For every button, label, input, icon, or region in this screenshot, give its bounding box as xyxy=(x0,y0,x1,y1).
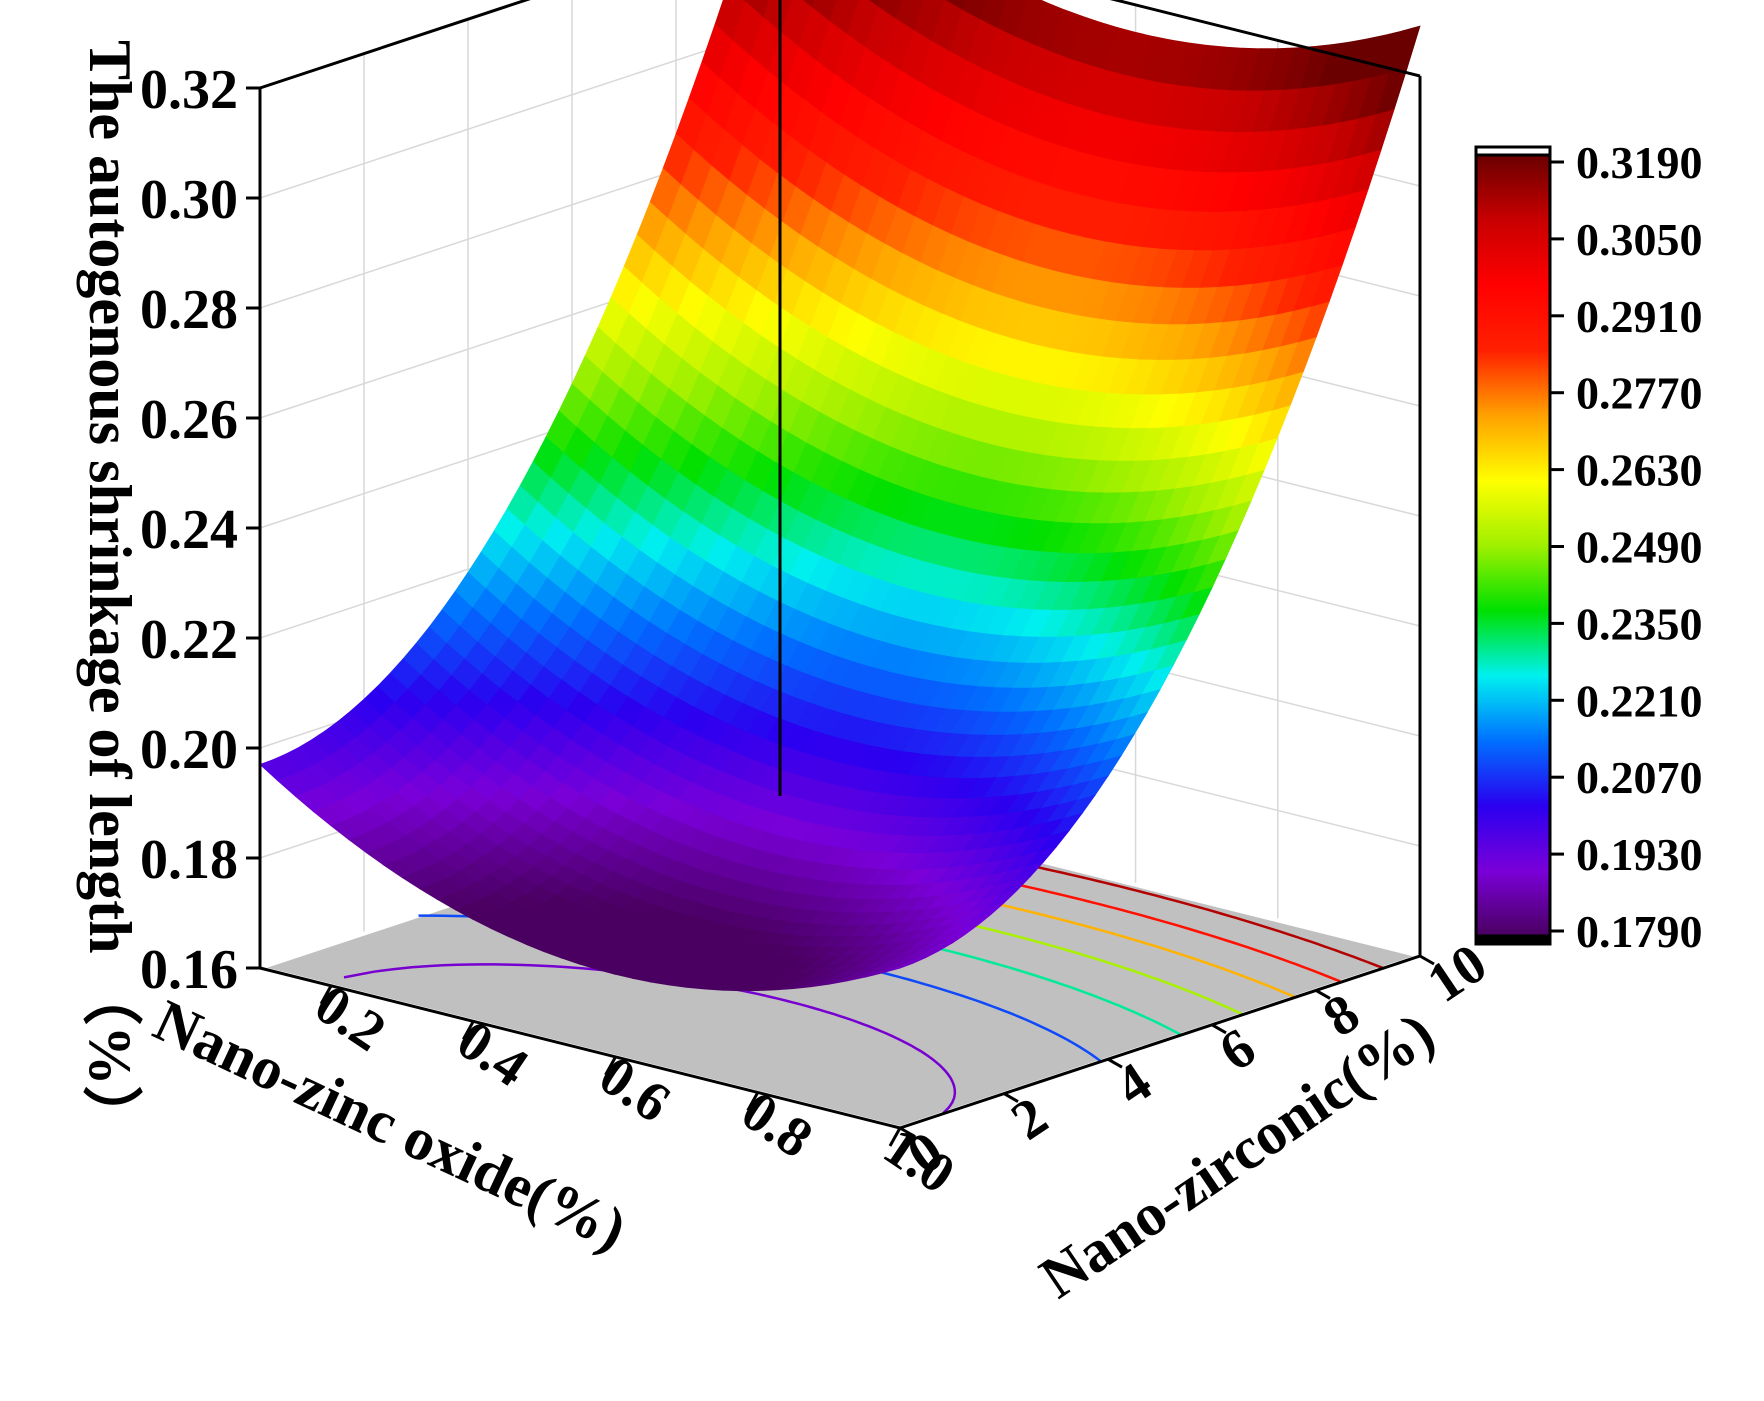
colorbar-tick-label: 0.2210 xyxy=(1576,675,1703,726)
x-tick xyxy=(746,1091,760,1112)
colorbar-tick-label: 0.3190 xyxy=(1576,137,1703,188)
colorbar-tick-label: 0.2770 xyxy=(1576,368,1703,419)
colorbar-tick-label: 0.2630 xyxy=(1576,445,1703,496)
z-tick-label: 0.32 xyxy=(140,59,238,121)
z-tick-label: 0.20 xyxy=(140,719,238,781)
y-tick-label: 4 xyxy=(1105,1051,1163,1118)
z-axis-title-unit: （%） xyxy=(77,965,144,1145)
y-tick xyxy=(1211,1023,1227,1035)
y-tick-label: 2 xyxy=(1001,1085,1059,1152)
z-tick-label: 0.30 xyxy=(140,169,238,231)
z-axis-title-main: The autogenous shrinkage of length xyxy=(77,40,143,953)
top-edge-right xyxy=(1109,0,1421,78)
response-surface xyxy=(259,0,1421,992)
y-tick xyxy=(1107,1057,1123,1069)
y-tick xyxy=(1003,1092,1019,1103)
z-tick-label: 0.18 xyxy=(140,829,238,891)
z-tick-label: 0.26 xyxy=(140,389,238,451)
z-tick-label: 0.22 xyxy=(140,609,238,671)
y-tick xyxy=(1315,989,1331,1000)
colorbar-cap-bottom xyxy=(1474,934,1552,946)
x-tick xyxy=(319,985,333,1005)
colorbar-cap-top xyxy=(1474,145,1552,157)
colorbar-tick-label: 0.2070 xyxy=(1576,752,1703,803)
x-tick xyxy=(888,1127,902,1147)
colorbar-tick-label: 0.2490 xyxy=(1576,522,1703,573)
colorbar-tick-label: 0.2350 xyxy=(1576,598,1703,649)
y-tick-label: 6 xyxy=(1209,1017,1267,1084)
z-tick-label: 0.24 xyxy=(140,499,238,561)
y-tick xyxy=(899,1126,915,1138)
colorbar-tick-label: 0.1930 xyxy=(1576,829,1703,880)
contour-line xyxy=(343,963,957,1115)
x-axis-line xyxy=(259,966,901,1130)
axes-frame xyxy=(258,0,1422,1130)
colorbar: 0.3190 0.3050 0.2910 0.2770 0.2630 0.2490 0.23… xyxy=(1474,137,1703,957)
colorbar-gradient xyxy=(1474,153,1552,938)
colorbar-tick-label: 0.2910 xyxy=(1576,291,1703,342)
top-edge-left xyxy=(259,0,531,90)
y-tick xyxy=(1419,954,1435,966)
x-tick xyxy=(462,1020,475,1041)
z-tick-label: 0.28 xyxy=(140,279,238,341)
z-axis-title: The autogenous shrinkage of length （%） xyxy=(77,40,144,1145)
z-tick-label: 0.16 xyxy=(140,939,238,1001)
colorbar-tick-label: 0.1790 xyxy=(1576,906,1703,957)
x-tick xyxy=(604,1056,617,1076)
y-axis-line xyxy=(899,954,1421,1130)
colorbar-tick-label: 0.3050 xyxy=(1576,214,1703,265)
surface-patch xyxy=(882,962,914,974)
